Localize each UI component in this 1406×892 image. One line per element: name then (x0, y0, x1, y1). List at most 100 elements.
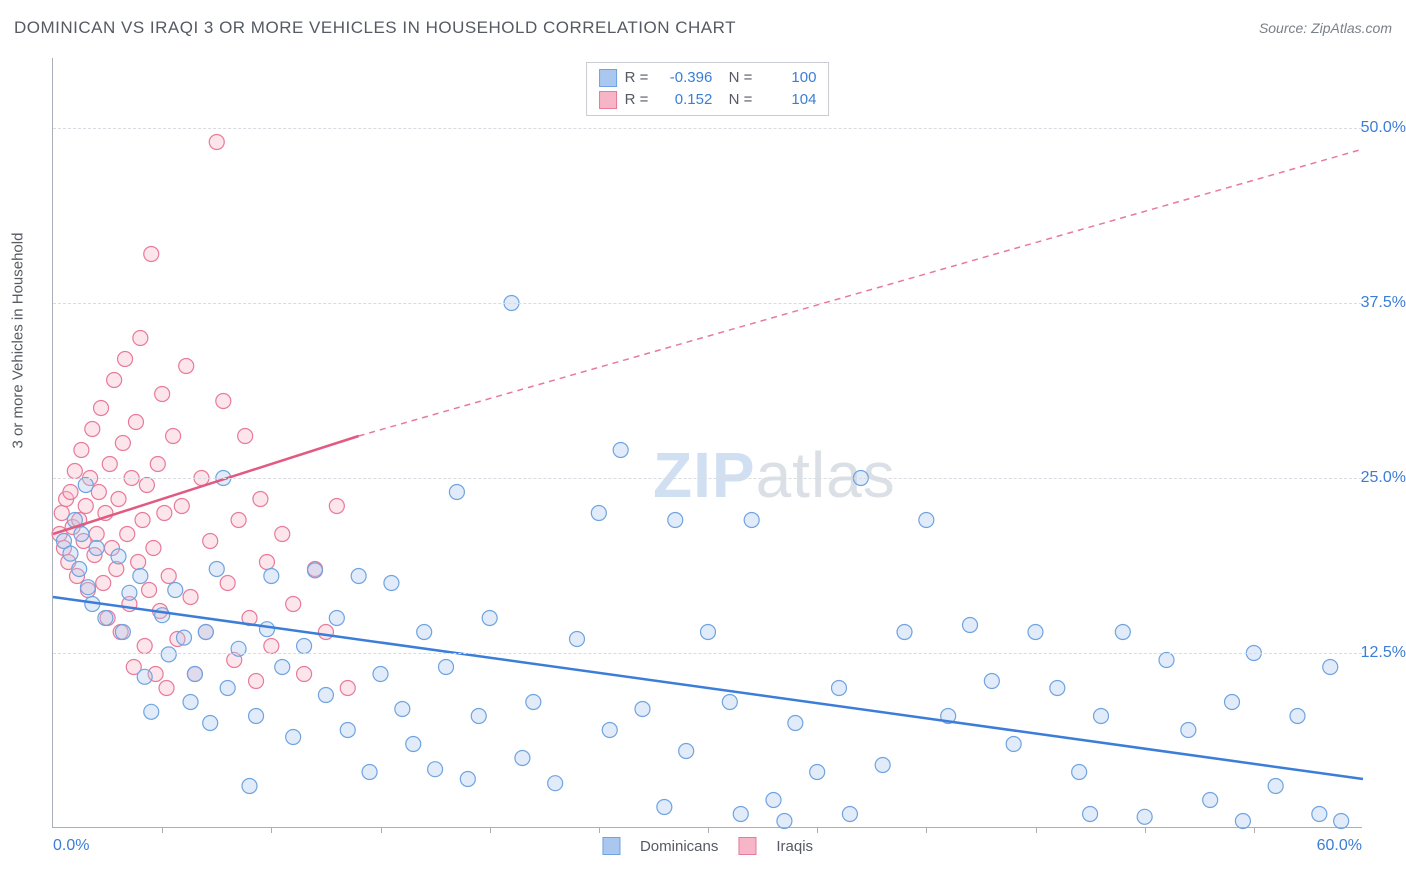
x-axis-min-label: 0.0% (53, 837, 89, 855)
source-label: Source: ZipAtlas.com (1259, 20, 1392, 36)
data-point (102, 457, 117, 472)
data-point (74, 527, 89, 542)
data-point (1137, 809, 1152, 824)
gridline (53, 303, 1362, 304)
data-point (701, 625, 716, 640)
data-point (1323, 660, 1338, 675)
data-point (810, 765, 825, 780)
data-point (297, 639, 312, 654)
data-point (471, 709, 486, 724)
data-point (602, 723, 617, 738)
data-point (526, 695, 541, 710)
data-point (482, 611, 497, 626)
data-point (439, 660, 454, 675)
data-point (733, 807, 748, 822)
x-tick (1254, 827, 1255, 833)
data-point (777, 814, 792, 829)
legend-label-dominicans: Dominicans (640, 838, 718, 855)
data-point (1115, 625, 1130, 640)
gridline (53, 478, 1362, 479)
data-point (139, 478, 154, 493)
x-axis-max-label: 60.0% (1317, 837, 1362, 855)
data-point (220, 681, 235, 696)
data-point (286, 597, 301, 612)
data-point (340, 723, 355, 738)
data-point (395, 702, 410, 717)
data-point (766, 793, 781, 808)
data-point (157, 506, 172, 521)
data-point (249, 709, 264, 724)
data-point (133, 331, 148, 346)
data-point (259, 555, 274, 570)
data-point (155, 387, 170, 402)
data-point (253, 492, 268, 507)
data-point (159, 681, 174, 696)
gridline (53, 653, 1362, 654)
data-point (1050, 681, 1065, 696)
data-point (122, 585, 137, 600)
data-point (209, 135, 224, 150)
data-point (788, 716, 803, 731)
data-point (1268, 779, 1283, 794)
data-point (449, 485, 464, 500)
data-point (89, 541, 104, 556)
data-point (635, 702, 650, 717)
stats-row-dominicans: R = -0.396 N = 100 (599, 67, 817, 89)
data-point (515, 751, 530, 766)
data-point (135, 513, 150, 528)
data-point (203, 716, 218, 731)
data-point (80, 580, 95, 595)
data-point (150, 457, 165, 472)
data-point (744, 513, 759, 528)
data-point (963, 618, 978, 633)
data-point (183, 695, 198, 710)
data-point (203, 534, 218, 549)
data-point (177, 630, 192, 645)
data-point (570, 632, 585, 647)
data-point (161, 569, 176, 584)
data-point (74, 443, 89, 458)
data-point (89, 527, 104, 542)
data-point (657, 800, 672, 815)
data-point (174, 499, 189, 514)
data-point (259, 622, 274, 637)
y-tick-label: 50.0% (1361, 119, 1406, 137)
data-point (832, 681, 847, 696)
data-point (286, 730, 301, 745)
data-point (1225, 695, 1240, 710)
data-point (318, 625, 333, 640)
data-point (231, 641, 246, 656)
data-point (351, 569, 366, 584)
data-point (1028, 625, 1043, 640)
gridline (53, 128, 1362, 129)
data-point (875, 758, 890, 773)
data-point (264, 639, 279, 654)
data-point (984, 674, 999, 689)
legend-swatch-iraqis (738, 837, 756, 855)
x-tick (1145, 827, 1146, 833)
data-point (137, 639, 152, 654)
data-point (1072, 765, 1087, 780)
y-tick-label: 12.5% (1361, 644, 1406, 662)
data-point (329, 611, 344, 626)
data-point (242, 779, 257, 794)
data-point (144, 247, 159, 262)
x-tick (926, 827, 927, 833)
data-point (428, 762, 443, 777)
x-tick (162, 827, 163, 833)
data-point (111, 492, 126, 507)
data-point (679, 744, 694, 759)
data-point (67, 464, 82, 479)
data-point (63, 546, 78, 561)
data-point (406, 737, 421, 752)
chart-plot-area: ZIPatlas R = -0.396 N = 100 R = 0.152 N … (52, 58, 1362, 828)
data-point (373, 667, 388, 682)
x-tick (490, 827, 491, 833)
data-point (142, 583, 157, 598)
x-tick (271, 827, 272, 833)
data-point (120, 527, 135, 542)
data-point (308, 563, 323, 578)
data-point (1334, 814, 1349, 829)
data-point (297, 667, 312, 682)
data-point (1235, 814, 1250, 829)
